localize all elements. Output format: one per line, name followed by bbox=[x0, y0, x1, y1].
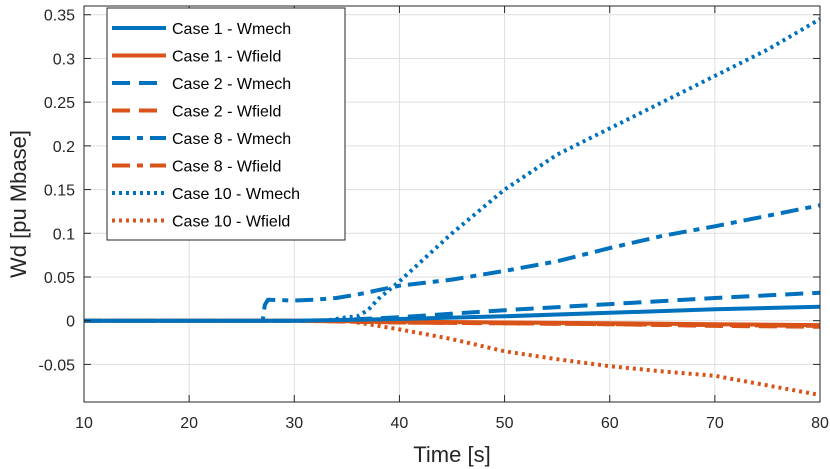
x-tick-label: 70 bbox=[706, 415, 724, 432]
y-tick-label: 0 bbox=[66, 314, 75, 331]
x-tick-label: 30 bbox=[285, 415, 303, 432]
x-tick-label: 20 bbox=[180, 415, 198, 432]
series-line-case-10-wfield bbox=[84, 318, 821, 397]
y-tick-label: -0.05 bbox=[39, 357, 76, 374]
tick-labels: 10 20 30 40 50 60 70 80 -0.05 0 0.05 0.1 0.15 0.2 0.25… bbox=[39, 8, 829, 432]
x-axis-label: Time [s] bbox=[413, 442, 490, 467]
series-line-case-2-wmech bbox=[84, 290, 821, 323]
x-tick-label: 50 bbox=[496, 415, 514, 432]
series-line-case-10-wmech bbox=[84, 17, 822, 323]
plot-frame bbox=[83, 5, 821, 403]
legend: Case 1 - Wmech Case 1 - Wfield Case 2 - Wm… bbox=[106, 7, 346, 241]
y-tick-label: 0.05 bbox=[44, 270, 75, 287]
legend-entry-label: Case 2 - Wfield bbox=[172, 104, 281, 121]
legend-entry-label: Case 10 - Wfield bbox=[172, 214, 290, 231]
y-tick-label: 0.3 bbox=[53, 51, 75, 68]
y-tick-label: 0.2 bbox=[53, 139, 75, 156]
legend-entry-label: Case 10 - Wmech bbox=[172, 186, 300, 203]
y-axis-label: Wd [pu Mbase] bbox=[6, 130, 31, 278]
series-line-case-1-wmech bbox=[84, 304, 821, 323]
legend-entry-label: Case 1 - Wmech bbox=[172, 21, 291, 38]
legend-entry-label: Case 1 - Wfield bbox=[172, 49, 281, 66]
x-tick-label: 10 bbox=[75, 415, 93, 432]
x-tick-label: 40 bbox=[391, 415, 409, 432]
legend-entry-label: Case 8 - Wmech bbox=[172, 131, 291, 148]
series-layer bbox=[84, 17, 822, 397]
y-tick-label: 0.15 bbox=[44, 183, 75, 200]
axis-ticks bbox=[83, 6, 821, 402]
legend-box bbox=[106, 7, 346, 241]
y-tick-label: 0.1 bbox=[53, 226, 75, 243]
series-line-case-8-wmech bbox=[84, 203, 821, 323]
legend-entry-label: Case 8 - Wfield bbox=[172, 159, 281, 176]
y-tick-label: 0.25 bbox=[44, 95, 75, 112]
legend-entry-label: Case 2 - Wmech bbox=[172, 76, 291, 93]
y-tick-label: 0.35 bbox=[44, 8, 75, 25]
x-tick-label: 60 bbox=[601, 415, 619, 432]
x-tick-label: 80 bbox=[811, 415, 829, 432]
